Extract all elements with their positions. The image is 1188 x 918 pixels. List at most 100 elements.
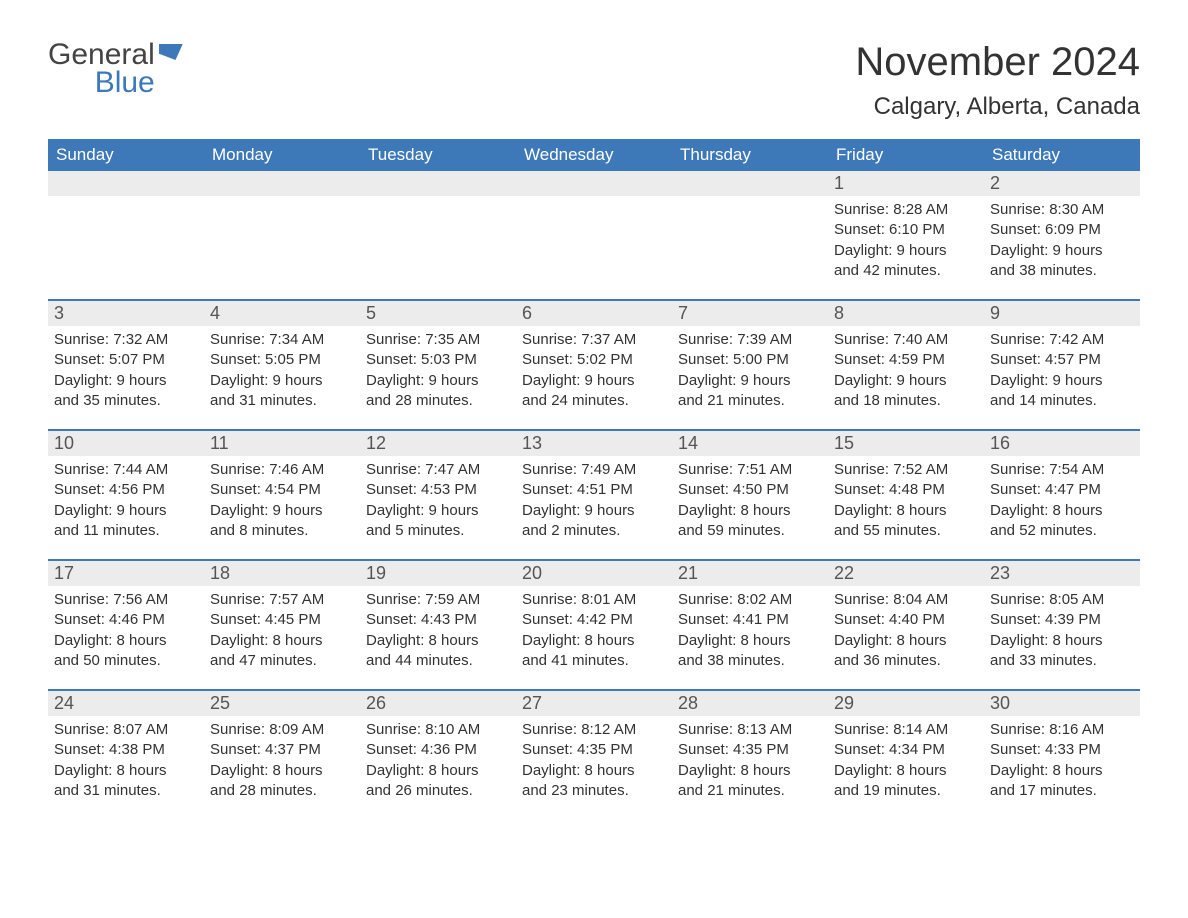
sunrise-text: Sunrise: 8:12 AM [522,720,666,740]
day-cell: 23Sunrise: 8:05 AMSunset: 4:39 PMDayligh… [984,561,1140,689]
week-row: 1Sunrise: 8:28 AMSunset: 6:10 PMDaylight… [48,171,1140,299]
week-row: 10Sunrise: 7:44 AMSunset: 4:56 PMDayligh… [48,429,1140,559]
sunset-text: Sunset: 6:09 PM [990,220,1134,240]
daylight2-text: and 28 minutes. [366,391,510,411]
day-body: Sunrise: 8:16 AMSunset: 4:33 PMDaylight:… [984,716,1140,809]
sunset-text: Sunset: 6:10 PM [834,220,978,240]
day-body: Sunrise: 7:40 AMSunset: 4:59 PMDaylight:… [828,326,984,419]
sunset-text: Sunset: 5:03 PM [366,350,510,370]
daylight2-text: and 36 minutes. [834,651,978,671]
sunset-text: Sunset: 4:54 PM [210,480,354,500]
sunrise-text: Sunrise: 7:59 AM [366,590,510,610]
logo: General Blue [48,40,183,98]
sunset-text: Sunset: 4:35 PM [522,740,666,760]
daylight1-text: Daylight: 9 hours [522,371,666,391]
day-cell: 14Sunrise: 7:51 AMSunset: 4:50 PMDayligh… [672,431,828,559]
weekday-header: Tuesday [360,139,516,171]
day-cell: 29Sunrise: 8:14 AMSunset: 4:34 PMDayligh… [828,691,984,819]
week-row: 24Sunrise: 8:07 AMSunset: 4:38 PMDayligh… [48,689,1140,819]
day-cell: 11Sunrise: 7:46 AMSunset: 4:54 PMDayligh… [204,431,360,559]
sunset-text: Sunset: 4:40 PM [834,610,978,630]
sunrise-text: Sunrise: 7:57 AM [210,590,354,610]
day-number: 3 [48,301,204,326]
day-cell [360,171,516,299]
day-cell: 6Sunrise: 7:37 AMSunset: 5:02 PMDaylight… [516,301,672,429]
day-body: Sunrise: 7:32 AMSunset: 5:07 PMDaylight:… [48,326,204,419]
day-number: 6 [516,301,672,326]
day-body: Sunrise: 7:44 AMSunset: 4:56 PMDaylight:… [48,456,204,549]
daylight2-text: and 38 minutes. [990,261,1134,281]
day-body: Sunrise: 8:02 AMSunset: 4:41 PMDaylight:… [672,586,828,679]
daylight1-text: Daylight: 9 hours [834,371,978,391]
daylight2-text: and 52 minutes. [990,521,1134,541]
sunrise-text: Sunrise: 7:47 AM [366,460,510,480]
day-cell: 25Sunrise: 8:09 AMSunset: 4:37 PMDayligh… [204,691,360,819]
day-body: Sunrise: 7:35 AMSunset: 5:03 PMDaylight:… [360,326,516,419]
sunset-text: Sunset: 4:48 PM [834,480,978,500]
daylight2-text: and 50 minutes. [54,651,198,671]
day-cell: 21Sunrise: 8:02 AMSunset: 4:41 PMDayligh… [672,561,828,689]
day-cell: 5Sunrise: 7:35 AMSunset: 5:03 PMDaylight… [360,301,516,429]
sunset-text: Sunset: 4:56 PM [54,480,198,500]
daylight2-text: and 41 minutes. [522,651,666,671]
day-cell: 22Sunrise: 8:04 AMSunset: 4:40 PMDayligh… [828,561,984,689]
day-number: 4 [204,301,360,326]
sunrise-text: Sunrise: 8:09 AM [210,720,354,740]
day-body: Sunrise: 8:01 AMSunset: 4:42 PMDaylight:… [516,586,672,679]
daylight1-text: Daylight: 8 hours [678,631,822,651]
sunrise-text: Sunrise: 7:54 AM [990,460,1134,480]
sunset-text: Sunset: 4:47 PM [990,480,1134,500]
daylight1-text: Daylight: 9 hours [366,371,510,391]
daylight1-text: Daylight: 8 hours [678,501,822,521]
flag-icon [159,44,183,60]
day-number: 30 [984,691,1140,716]
sunrise-text: Sunrise: 7:44 AM [54,460,198,480]
day-cell: 13Sunrise: 7:49 AMSunset: 4:51 PMDayligh… [516,431,672,559]
day-number: 25 [204,691,360,716]
day-body: Sunrise: 7:39 AMSunset: 5:00 PMDaylight:… [672,326,828,419]
day-number: 21 [672,561,828,586]
sunrise-text: Sunrise: 7:56 AM [54,590,198,610]
daylight1-text: Daylight: 9 hours [210,371,354,391]
sunset-text: Sunset: 4:35 PM [678,740,822,760]
daylight1-text: Daylight: 8 hours [522,761,666,781]
daylight2-text: and 19 minutes. [834,781,978,801]
sunset-text: Sunset: 4:38 PM [54,740,198,760]
day-number: 16 [984,431,1140,456]
day-body: Sunrise: 7:52 AMSunset: 4:48 PMDaylight:… [828,456,984,549]
day-cell [48,171,204,299]
day-body: Sunrise: 8:04 AMSunset: 4:40 PMDaylight:… [828,586,984,679]
daylight2-text: and 18 minutes. [834,391,978,411]
day-cell: 7Sunrise: 7:39 AMSunset: 5:00 PMDaylight… [672,301,828,429]
sunset-text: Sunset: 4:34 PM [834,740,978,760]
day-body: Sunrise: 7:42 AMSunset: 4:57 PMDaylight:… [984,326,1140,419]
day-number [672,171,828,196]
day-cell: 2Sunrise: 8:30 AMSunset: 6:09 PMDaylight… [984,171,1140,299]
day-cell [672,171,828,299]
sunrise-text: Sunrise: 7:42 AM [990,330,1134,350]
daylight1-text: Daylight: 8 hours [834,631,978,651]
day-body: Sunrise: 8:12 AMSunset: 4:35 PMDaylight:… [516,716,672,809]
daylight2-text: and 31 minutes. [210,391,354,411]
day-cell: 15Sunrise: 7:52 AMSunset: 4:48 PMDayligh… [828,431,984,559]
day-cell: 28Sunrise: 8:13 AMSunset: 4:35 PMDayligh… [672,691,828,819]
day-cell: 10Sunrise: 7:44 AMSunset: 4:56 PMDayligh… [48,431,204,559]
day-cell: 19Sunrise: 7:59 AMSunset: 4:43 PMDayligh… [360,561,516,689]
sunrise-text: Sunrise: 8:16 AM [990,720,1134,740]
day-cell: 20Sunrise: 8:01 AMSunset: 4:42 PMDayligh… [516,561,672,689]
sunset-text: Sunset: 4:59 PM [834,350,978,370]
sunset-text: Sunset: 4:36 PM [366,740,510,760]
sunset-text: Sunset: 4:45 PM [210,610,354,630]
sunrise-text: Sunrise: 8:04 AM [834,590,978,610]
daylight1-text: Daylight: 8 hours [366,631,510,651]
daylight1-text: Daylight: 9 hours [522,501,666,521]
day-body: Sunrise: 7:51 AMSunset: 4:50 PMDaylight:… [672,456,828,549]
day-number: 22 [828,561,984,586]
daylight1-text: Daylight: 8 hours [834,761,978,781]
sunset-text: Sunset: 4:37 PM [210,740,354,760]
sunrise-text: Sunrise: 7:32 AM [54,330,198,350]
header-right: November 2024 Calgary, Alberta, Canada [855,40,1140,121]
day-body: Sunrise: 7:37 AMSunset: 5:02 PMDaylight:… [516,326,672,419]
sunset-text: Sunset: 4:50 PM [678,480,822,500]
day-number: 12 [360,431,516,456]
